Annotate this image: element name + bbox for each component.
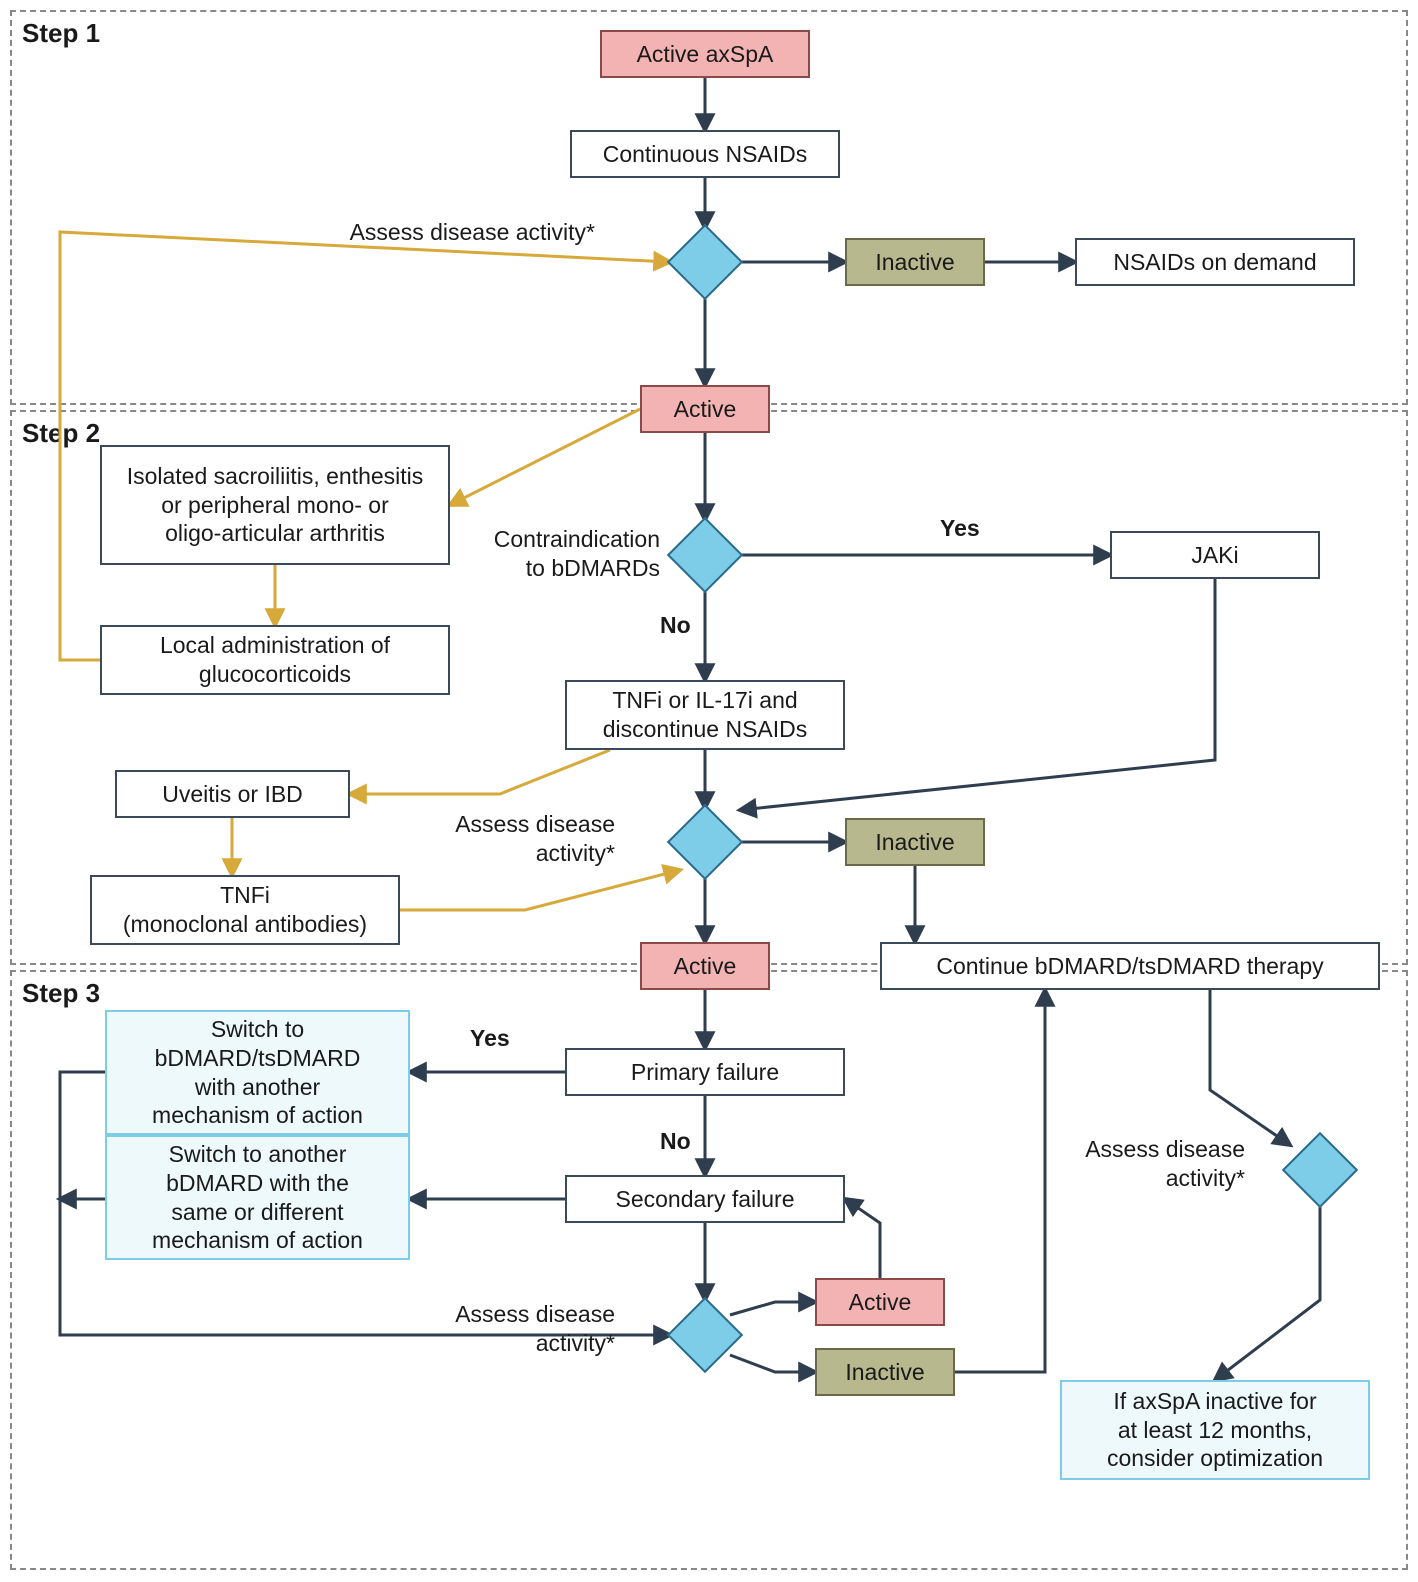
node-nsaids-on-demand: NSAIDs on demand bbox=[1075, 238, 1355, 286]
node-isolated: Isolated sacroiliitis, enthesitis or per… bbox=[100, 445, 450, 565]
node-active-3: Active bbox=[815, 1278, 945, 1326]
label-assess-1: Assess disease activity* bbox=[305, 218, 595, 247]
node-active-1: Active bbox=[640, 385, 770, 433]
label-assess-2: Assess disease activity* bbox=[415, 810, 615, 868]
node-optimize: If axSpA inactive for at least 12 months… bbox=[1060, 1380, 1370, 1480]
label-assess-3: Assess disease activity* bbox=[415, 1300, 615, 1358]
label-assess-4: Assess disease activity* bbox=[1045, 1135, 1245, 1193]
label-no-1: No bbox=[660, 612, 691, 639]
node-secondary-failure: Secondary failure bbox=[565, 1175, 845, 1223]
node-tnfi-mab: TNFi (monoclonal antibodies) bbox=[90, 875, 400, 945]
node-local-gluco: Local administration of glucocorticoids bbox=[100, 625, 450, 695]
flowchart-canvas: Step 1 Step 2 Step 3 Active axSpA Contin… bbox=[0, 0, 1418, 1582]
label-yes-2: Yes bbox=[470, 1025, 510, 1052]
label-no-2: No bbox=[660, 1128, 691, 1155]
node-jaki: JAKi bbox=[1110, 531, 1320, 579]
node-inactive-1: Inactive bbox=[845, 238, 985, 286]
node-tnfi-il17i: TNFi or IL-17i and discontinue NSAIDs bbox=[565, 680, 845, 750]
node-switch-same-moa: Switch to another bDMARD with the same o… bbox=[105, 1135, 410, 1260]
label-contraindication: Contraindication to bDMARDs bbox=[445, 525, 660, 583]
node-inactive-2: Inactive bbox=[845, 818, 985, 866]
node-uveitis-ibd: Uveitis or IBD bbox=[115, 770, 350, 818]
label-yes-1: Yes bbox=[940, 515, 980, 542]
step1-label: Step 1 bbox=[22, 18, 100, 49]
node-active-axspa: Active axSpA bbox=[600, 30, 810, 78]
node-inactive-3: Inactive bbox=[815, 1348, 955, 1396]
step2-label: Step 2 bbox=[22, 418, 100, 449]
step3-label: Step 3 bbox=[22, 978, 100, 1009]
node-continuous-nsaids: Continuous NSAIDs bbox=[570, 130, 840, 178]
node-active-2: Active bbox=[640, 942, 770, 990]
node-switch-diff-moa: Switch to bDMARD/tsDMARD with another me… bbox=[105, 1010, 410, 1135]
node-primary-failure: Primary failure bbox=[565, 1048, 845, 1096]
node-continue-therapy: Continue bDMARD/tsDMARD therapy bbox=[880, 942, 1380, 990]
